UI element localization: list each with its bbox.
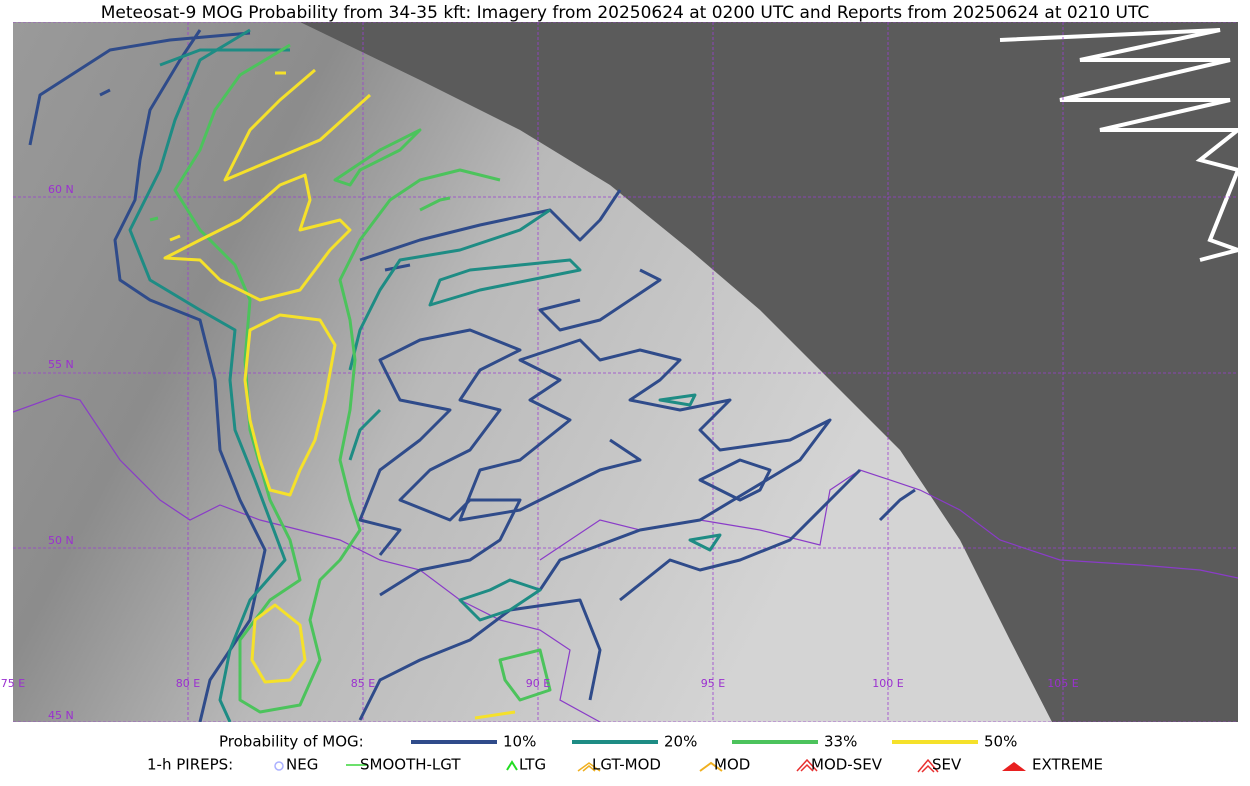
lat-label: 50 N — [48, 534, 74, 547]
legend-label: 50% — [984, 733, 1017, 751]
grid — [13, 22, 1238, 722]
legend-icon — [796, 758, 818, 772]
legend-icon — [917, 758, 939, 773]
lat-label: 60 N — [48, 183, 74, 196]
legend-icon — [577, 762, 601, 772]
map — [13, 22, 1238, 722]
legend-icon — [1002, 762, 1026, 771]
lat-label: 55 N — [48, 358, 74, 371]
grid-labels: 60 N 55 N 50 N 45 N 75 E 80 E 85 E 90 E … — [1, 183, 1079, 722]
legend-label: NEG — [286, 756, 318, 774]
legend-label: MOD-SEV — [811, 756, 883, 774]
lon-label: 105 E — [1047, 677, 1078, 690]
legend-title: 1-h PIREPS: — [147, 756, 233, 774]
lon-label: 75 E — [1, 677, 25, 690]
lon-label: 95 E — [701, 677, 725, 690]
legend: Probability of MOG: 1-h PIREPS: 10% 20% 33… — [147, 733, 1103, 774]
legend-label: 33% — [824, 733, 857, 751]
legend-label: LTG — [519, 756, 546, 774]
legend-label: LGT-MOD — [592, 756, 661, 774]
scan-artifact — [999, 28, 1238, 262]
legend-label: SMOOTH-LGT — [360, 756, 461, 774]
legend-icon — [699, 761, 723, 772]
lat-label: 45 N — [48, 709, 74, 722]
legend-icon — [506, 760, 518, 771]
contours — [28, 28, 916, 722]
lon-label: 80 E — [176, 677, 200, 690]
lon-label: 100 E — [872, 677, 903, 690]
legend-icon — [274, 761, 284, 771]
title: Meteosat-9 MOG Probability from 34-35 kf… — [101, 3, 1150, 23]
legend-label: SEV — [932, 756, 962, 774]
legend-label: 10% — [503, 733, 536, 751]
legend-label: EXTREME — [1032, 756, 1103, 774]
lon-label: 85 E — [351, 677, 375, 690]
legend-title: Probability of MOG: — [219, 733, 364, 751]
legend-label: MOD — [714, 756, 750, 774]
lon-label: 90 E — [526, 677, 550, 690]
legend-label: 20% — [664, 733, 697, 751]
